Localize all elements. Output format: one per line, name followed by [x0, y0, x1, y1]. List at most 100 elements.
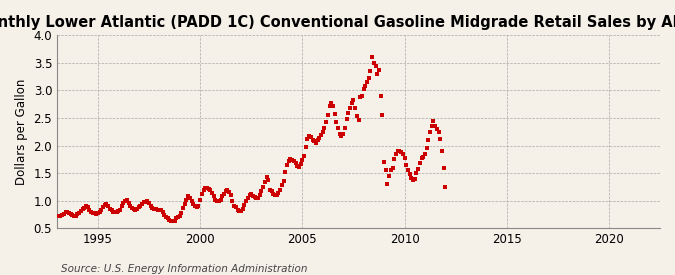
Point	[101, 202, 112, 206]
Point	[227, 199, 238, 203]
Point	[203, 186, 214, 191]
Point	[178, 206, 188, 210]
Point	[99, 203, 110, 207]
Point	[222, 188, 233, 192]
Point	[389, 157, 400, 162]
Point	[132, 207, 142, 211]
Point	[345, 106, 356, 110]
Point	[65, 212, 76, 216]
Point	[70, 213, 81, 218]
Point	[248, 194, 259, 198]
Point	[244, 193, 255, 197]
Point	[363, 76, 374, 81]
Point	[352, 114, 362, 118]
Y-axis label: Dollars per Gallon: Dollars per Gallon	[15, 79, 28, 185]
Point	[356, 94, 367, 98]
Point	[217, 194, 227, 199]
Title: Monthly Lower Atlantic (PADD 1C) Conventional Gasoline Midgrade Retail Sales by : Monthly Lower Atlantic (PADD 1C) Convent…	[0, 15, 675, 30]
Point	[151, 207, 161, 211]
Point	[355, 95, 366, 99]
Point	[84, 207, 95, 212]
Point	[263, 178, 273, 182]
Point	[270, 193, 281, 197]
Point	[385, 168, 396, 173]
Point	[106, 208, 117, 212]
Point	[181, 197, 192, 202]
Point	[319, 126, 330, 130]
Point	[173, 214, 184, 219]
Point	[176, 211, 187, 215]
Point	[147, 206, 158, 210]
Point	[174, 213, 185, 218]
Point	[161, 215, 171, 219]
Point	[113, 208, 124, 213]
Point	[302, 137, 313, 141]
Point	[382, 182, 393, 186]
Point	[188, 201, 198, 206]
Point	[96, 207, 107, 212]
Point	[130, 207, 141, 212]
Point	[116, 204, 127, 208]
Point	[95, 210, 105, 214]
Point	[128, 207, 139, 211]
Point	[261, 175, 272, 179]
Point	[401, 163, 412, 167]
Point	[294, 164, 304, 169]
Point	[331, 120, 342, 125]
Point	[55, 213, 66, 218]
Point	[205, 188, 216, 192]
Point	[358, 87, 369, 92]
Point	[350, 106, 360, 110]
Point	[333, 126, 344, 130]
Point	[119, 199, 130, 204]
Point	[256, 189, 267, 193]
Point	[125, 204, 136, 208]
Point	[223, 190, 234, 194]
Point	[184, 196, 195, 200]
Point	[89, 211, 100, 216]
Point	[365, 69, 376, 73]
Point	[381, 168, 392, 173]
Point	[300, 145, 311, 149]
Point	[304, 134, 315, 138]
Point	[92, 211, 103, 215]
Point	[423, 138, 434, 142]
Point	[238, 207, 248, 211]
Point	[186, 199, 197, 203]
Point	[190, 204, 200, 208]
Point	[340, 126, 350, 130]
Point	[198, 188, 209, 192]
Point	[212, 199, 223, 204]
Point	[76, 208, 86, 213]
Point	[163, 216, 173, 221]
Point	[324, 104, 335, 108]
Point	[200, 185, 211, 190]
Point	[210, 197, 221, 202]
Point	[309, 139, 320, 144]
Point	[338, 131, 348, 136]
Point	[391, 152, 402, 156]
Point	[166, 218, 177, 223]
Point	[290, 161, 301, 166]
Point	[416, 156, 427, 160]
Point	[305, 135, 316, 140]
Point	[142, 199, 153, 203]
Point	[109, 210, 120, 214]
Point	[266, 189, 277, 193]
Point	[412, 167, 423, 171]
Point	[285, 157, 296, 162]
Point	[137, 201, 148, 206]
Point	[277, 183, 288, 188]
Point	[135, 204, 146, 208]
Point	[428, 119, 439, 123]
Point	[313, 138, 323, 142]
Point	[259, 179, 270, 184]
Point	[249, 195, 260, 200]
Point	[437, 149, 448, 153]
Point	[69, 213, 80, 218]
Point	[421, 146, 432, 151]
Point	[271, 193, 282, 197]
Point	[230, 205, 241, 210]
Point	[60, 210, 71, 214]
Point	[268, 192, 279, 196]
